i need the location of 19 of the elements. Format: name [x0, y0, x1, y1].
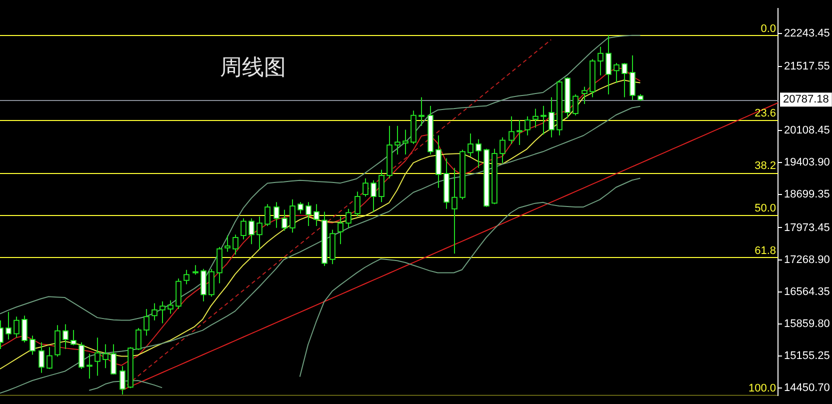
annotation: 38.2	[754, 160, 776, 172]
y-tick-label: 17268.90	[784, 254, 830, 266]
ref-line-label: 20787.18	[783, 94, 829, 106]
y-tick-label: 21517.55	[784, 60, 830, 72]
annotation: 100.0	[748, 382, 776, 394]
annotation: 23.6	[754, 108, 776, 120]
text: 周线图	[220, 54, 286, 80]
y-tick-label: 15859.80	[784, 318, 830, 330]
y-tick-label: 22243.45	[784, 27, 830, 40]
y-tick-label: 18699.35	[784, 188, 830, 201]
y-tick-label: 19403.90	[784, 156, 830, 169]
y-tick-label: 14450.70	[784, 382, 830, 394]
y-tick-label: 20108.45	[784, 124, 830, 137]
annotation: 61.8	[754, 245, 776, 258]
annotation: 50.0	[754, 202, 776, 215]
y-tick-label: 17973.45	[784, 222, 830, 234]
y-tick-label: 15155.25	[784, 350, 830, 362]
y-tick-label: 16564.35	[784, 286, 830, 298]
annotation: 0.0	[760, 22, 776, 35]
